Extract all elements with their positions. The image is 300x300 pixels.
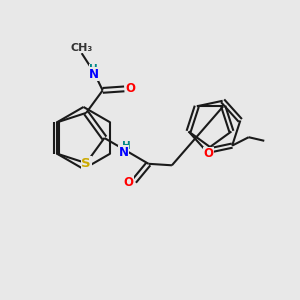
Text: S: S: [81, 157, 91, 169]
Text: O: O: [123, 176, 133, 189]
Text: N: N: [119, 146, 129, 159]
Text: O: O: [203, 147, 214, 160]
Text: CH₃: CH₃: [70, 43, 93, 53]
Text: N: N: [89, 68, 99, 81]
Text: H: H: [122, 141, 131, 151]
Text: H: H: [89, 64, 98, 74]
Text: O: O: [125, 82, 135, 95]
